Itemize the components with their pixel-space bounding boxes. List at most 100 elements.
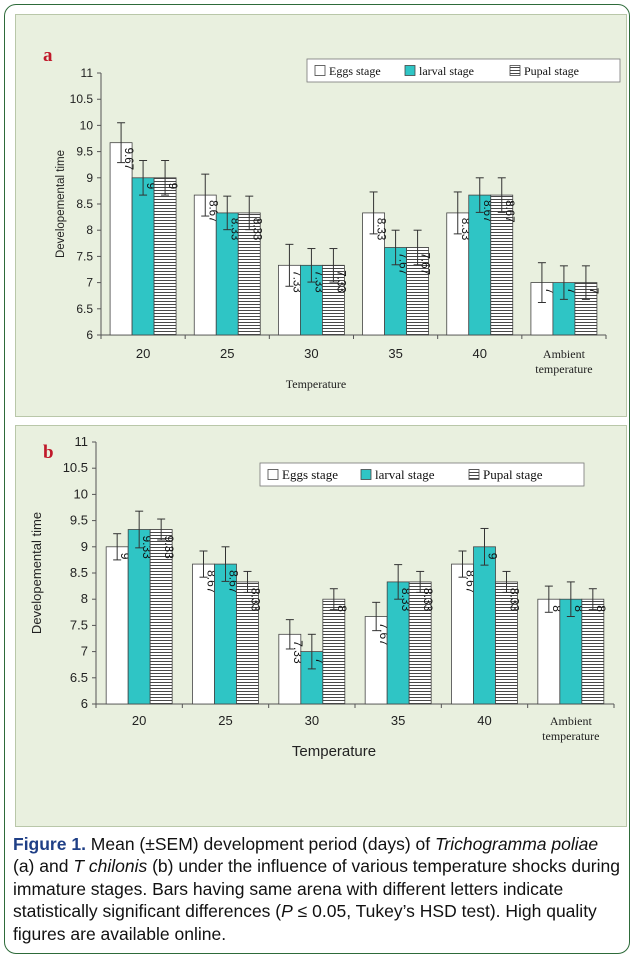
data-label: 9.33 — [162, 536, 176, 560]
bar — [109, 142, 133, 336]
y-tick-label: 6 — [81, 696, 88, 711]
x-tick-label: Ambient — [543, 347, 586, 361]
data-label: 7.33 — [290, 270, 302, 292]
legend-label: Eggs stage — [329, 64, 381, 78]
data-label: 7 — [543, 288, 555, 294]
y-tick-label: 9.5 — [70, 513, 88, 528]
x-tick-label: Ambient — [550, 714, 593, 728]
x-tick-label: 35 — [391, 713, 405, 728]
y-tick-label: 9.5 — [76, 145, 93, 159]
x-tick-label: temperature — [542, 729, 599, 743]
data-label: 8.33 — [459, 218, 471, 240]
caption-text-3: (b) under the influence of various tempe… — [13, 856, 620, 922]
y-tick-label: 6.5 — [76, 302, 93, 316]
x-tick-label: 20 — [136, 346, 150, 361]
y-tick-label: 7.5 — [76, 249, 93, 263]
x-tick-label: 40 — [477, 713, 491, 728]
bar — [322, 598, 346, 705]
x-tick-label: 40 — [473, 346, 487, 361]
bar — [581, 598, 605, 705]
data-label: 9 — [486, 553, 500, 560]
y-tick-label: 11 — [75, 434, 89, 449]
y-tick-label: 8 — [81, 591, 88, 606]
caption-species-2: T chilonis — [73, 856, 148, 877]
bar — [537, 598, 561, 705]
y-tick-label: 9 — [86, 171, 93, 185]
data-label: 8 — [572, 605, 586, 612]
legend-box — [259, 462, 585, 487]
legend-label: Pupal stage — [483, 467, 543, 482]
y-tick-label: 11 — [81, 66, 94, 80]
caption-text-2: (a) and — [13, 856, 74, 877]
y-tick-label: 6.5 — [70, 670, 88, 685]
x-tick-label: 30 — [304, 346, 318, 361]
caption-text-1: Mean (±SEM) development period (days) of — [85, 834, 435, 854]
legend-swatch — [509, 65, 521, 76]
data-label: 7 — [313, 658, 327, 665]
x-tick-label: 25 — [218, 713, 232, 728]
y-tick-label: 10.5 — [70, 92, 94, 106]
data-label: 7.33 — [312, 270, 324, 292]
data-label: 8.33 — [421, 588, 435, 612]
x-tick-label: 25 — [220, 346, 234, 361]
bar — [473, 546, 496, 705]
data-label: 8.33 — [250, 218, 262, 240]
caption-p-symbol: P — [281, 901, 293, 922]
data-label: 8.33 — [508, 588, 522, 612]
legend-swatch — [468, 469, 480, 480]
chart-a: a 6 6.5 7 7.5 8 8.5 9 9.5 10 10.5 11 9.67 9 9 20 8.67 8.3… — [43, 45, 621, 391]
x-tick-label: 30 — [305, 713, 319, 728]
figure-frame: a 6 6.5 7 7.5 8 8.5 9 9.5 10 10.5 11 9.67 9 9 20 8.67 8.3… — [4, 4, 630, 954]
data-label: 9.67 — [122, 148, 134, 170]
y-axis-title: Developemental time — [55, 150, 67, 258]
y-tick-label: 9 — [81, 539, 88, 554]
legend-label: Pupal stage — [524, 64, 579, 78]
panel-label: b — [43, 442, 54, 463]
y-tick-label: 8.5 — [76, 197, 93, 211]
data-label: 8 — [335, 605, 349, 612]
data-label: 8.33 — [375, 218, 387, 240]
caption-species-1: Trichogramma poliae — [435, 834, 599, 854]
x-axis-title: Temperature — [286, 377, 346, 391]
y-tick-label: 6 — [86, 328, 93, 342]
legend-swatch — [404, 65, 416, 76]
data-label: 8 — [594, 605, 608, 612]
data-label: 8.67 — [481, 200, 493, 222]
panel-label: a — [43, 45, 53, 66]
data-label: 9 — [144, 183, 156, 189]
x-tick-label: temperature — [535, 362, 592, 376]
data-label: 7 — [565, 288, 577, 294]
x-tick-label: 20 — [132, 713, 146, 728]
data-label: 9 — [166, 183, 178, 189]
bar — [153, 177, 177, 336]
data-label: 8.67 — [206, 200, 218, 222]
y-tick-label: 10.5 — [63, 460, 88, 475]
figure-caption: Figure 1. Mean (±SEM) development period… — [13, 833, 621, 945]
y-tick-label: 8.5 — [70, 565, 88, 580]
data-label: 8.67 — [503, 200, 515, 222]
chart-panel-a: a 6 6.5 7 7.5 8 8.5 9 9.5 10 10.5 11 9.67 9 9 20 8.67 8.3… — [15, 14, 627, 417]
y-tick-label: 7 — [86, 276, 93, 290]
chart-panel-b: b 6 6.5 7 7.5 8 8.5 9 9.5 10 10.5 11 9 9.33 9.33 20 8.67… — [15, 425, 627, 827]
legend-swatch — [360, 469, 372, 480]
data-label: 8.33 — [228, 218, 240, 240]
bar — [131, 177, 155, 336]
y-tick-label: 10 — [74, 486, 88, 501]
data-label: 7.67 — [397, 252, 409, 274]
y-tick-label: 8 — [86, 223, 93, 237]
data-label: 9 — [118, 553, 132, 560]
x-axis-title: Temperature — [292, 743, 376, 760]
legend-label: larval stage — [419, 64, 474, 78]
data-label: 7.67 — [419, 252, 431, 274]
caption-text-4: ≤ 0.05, Tukey’s HSD test). High quality … — [13, 901, 597, 944]
y-tick-label: 7 — [81, 644, 88, 659]
x-tick-label: 35 — [388, 346, 402, 361]
legend-swatch — [314, 65, 326, 76]
data-label: 8 — [550, 605, 564, 612]
bar — [105, 546, 129, 705]
data-label: 7 — [587, 288, 599, 294]
legend-swatch — [267, 469, 279, 480]
data-label: 7.33 — [334, 270, 346, 292]
y-axis-title: Developemental time — [29, 512, 44, 634]
